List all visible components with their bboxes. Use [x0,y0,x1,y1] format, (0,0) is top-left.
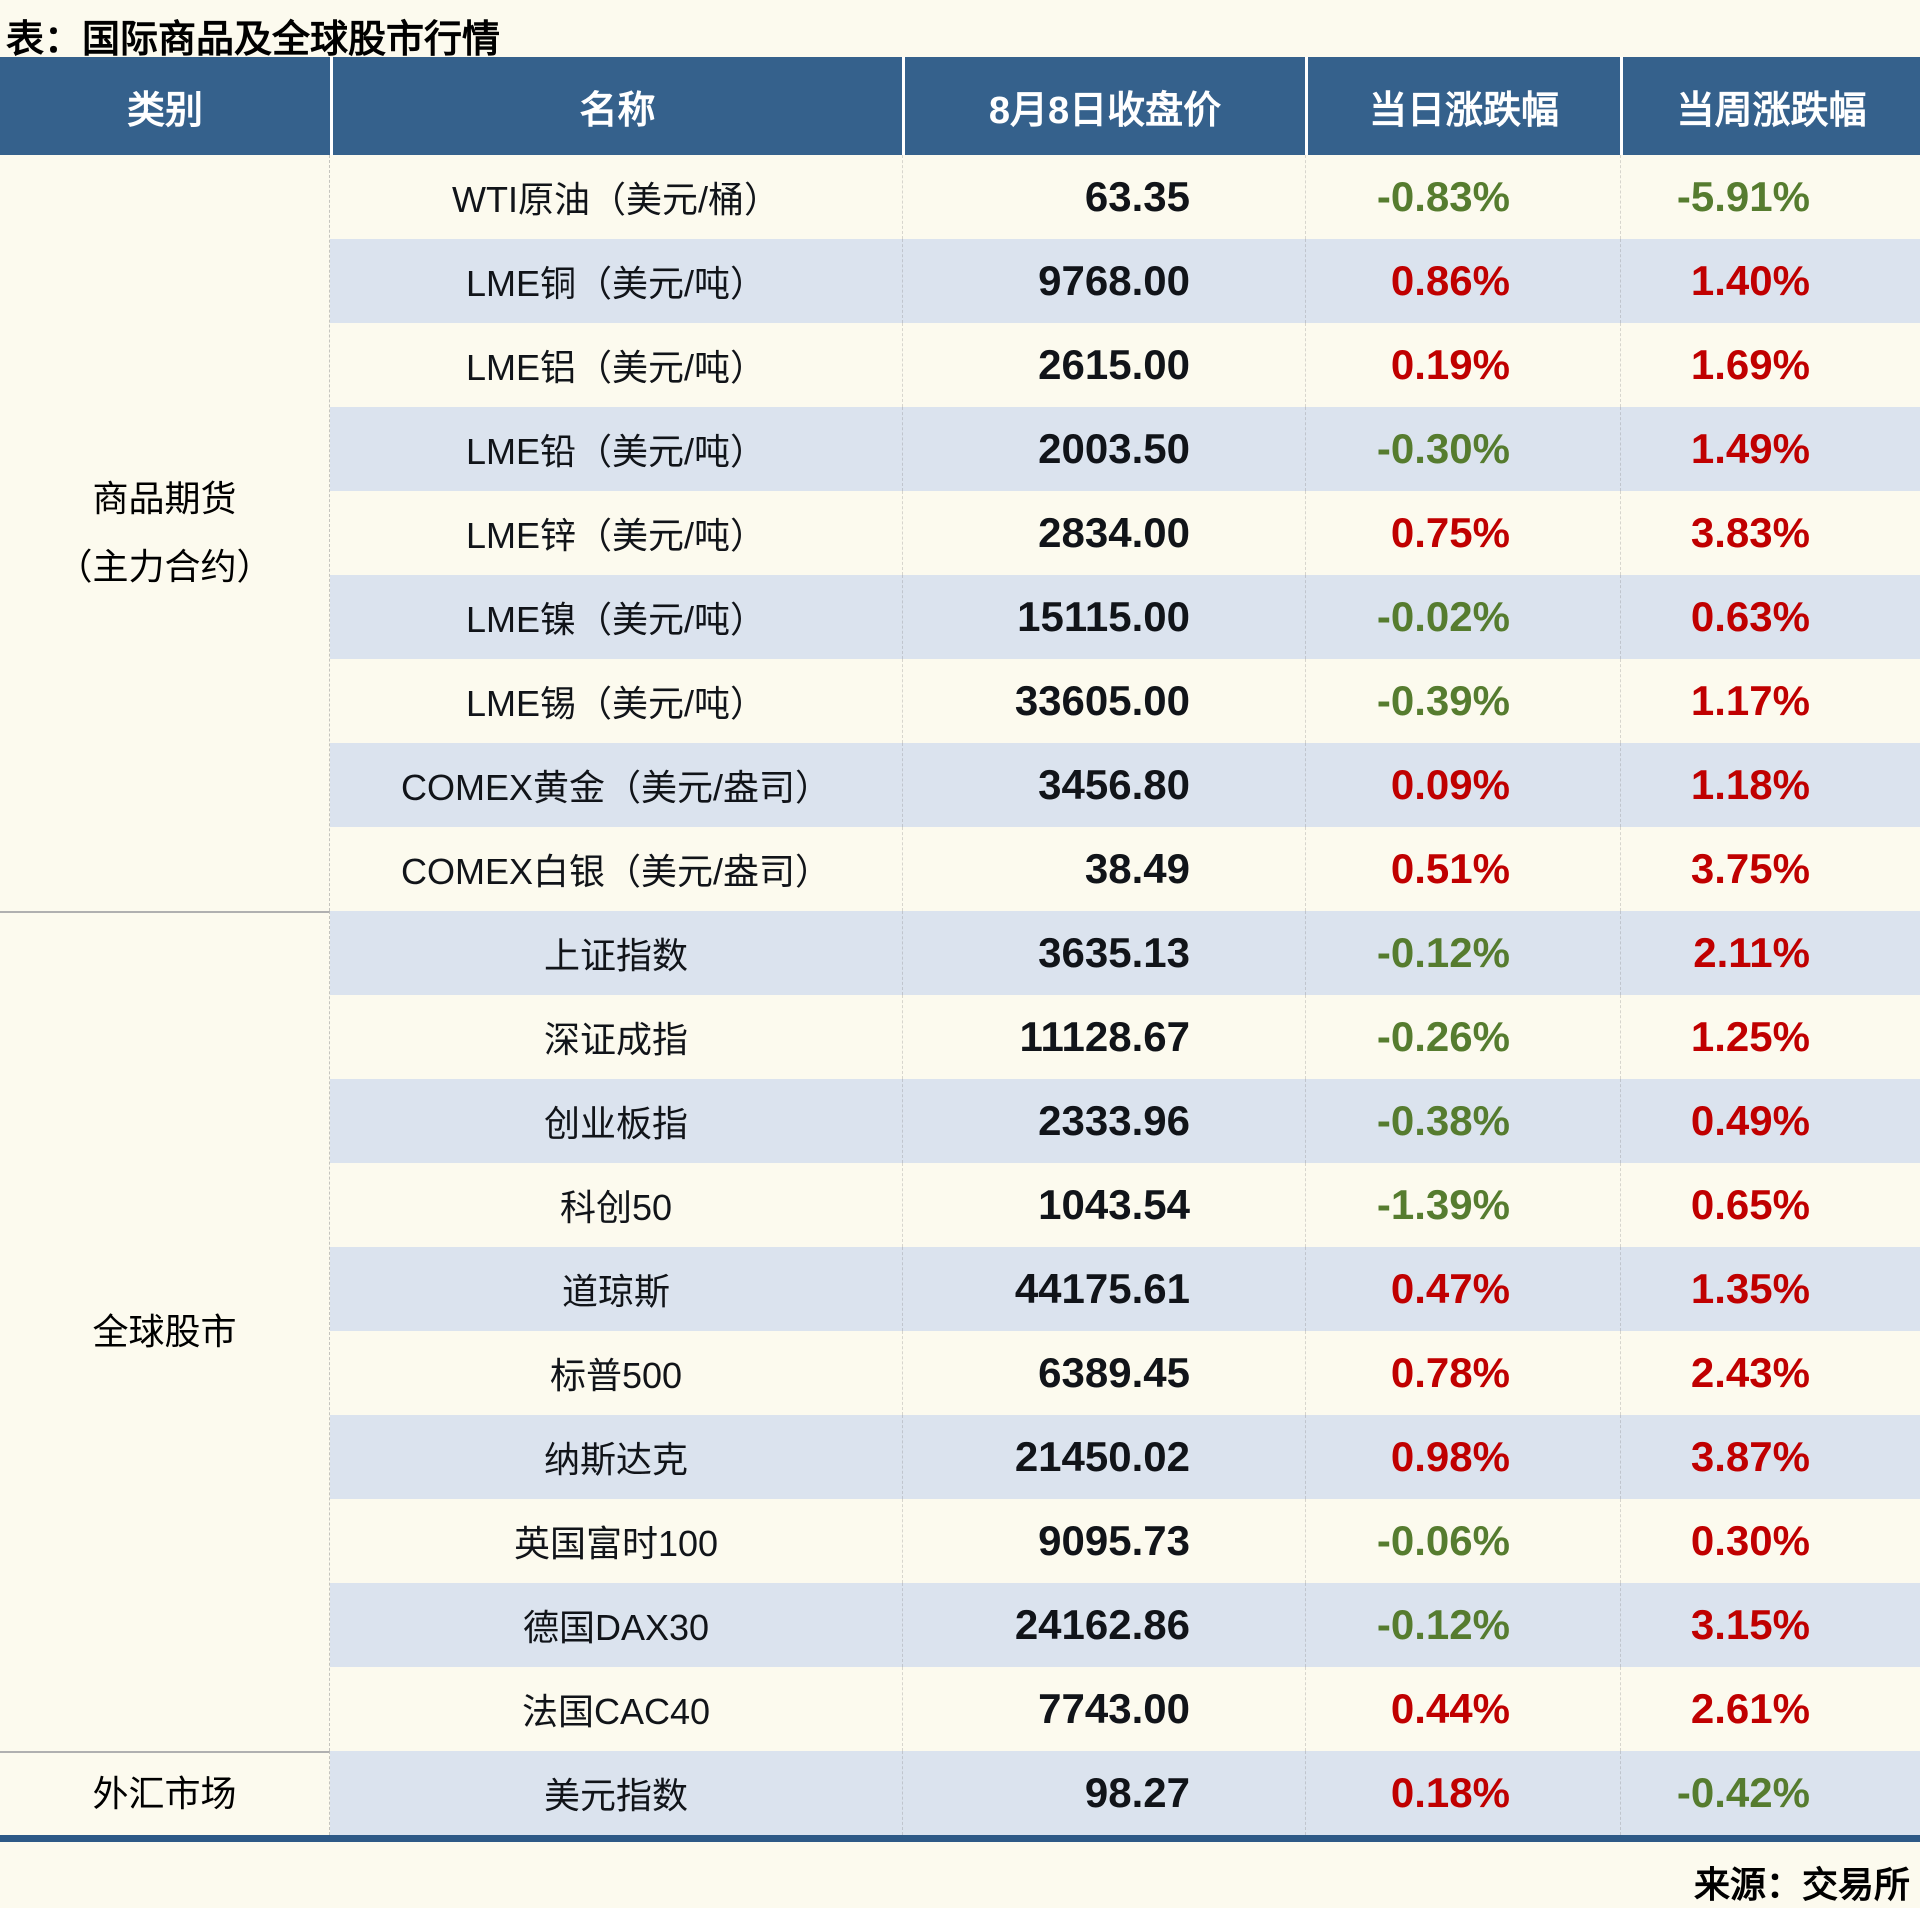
day-change-cell: 0.51% [1305,827,1620,911]
week-change-cell: 0.65% [1620,1163,1920,1247]
name-cell: LME铜（美元/吨） [330,239,902,323]
name-cell: 德国DAX30 [330,1583,902,1667]
name-cell: 科创50 [559,1187,673,1228]
name-cell: LME锡（美元/吨） [465,683,767,724]
week-change-cell: 3.83% [1620,491,1920,575]
week-change-cell: 3.87% [1620,1415,1920,1499]
week-change-cell: 1.17% [1620,659,1920,743]
week-change-cell: 1.40% [1620,239,1920,323]
day-change-cell: 0.19% [1305,323,1620,407]
day-change-cell: -0.26% [1305,995,1620,1079]
name-cell: LME锌（美元/吨） [465,515,767,556]
category-cell: 外汇市场 [0,1751,330,1835]
name-cell: WTI原油（美元/桶） [452,179,780,220]
week-change-cell: 0.63% [1620,575,1920,659]
close-price-cell: 1043.54 [902,1163,1305,1247]
name-cell: 英国富时100 [513,1523,719,1564]
close-price-cell: 63.35 [902,155,1305,239]
close-price-cell: 6389.45 [902,1331,1305,1415]
week-change-cell: 3.75% [1620,827,1920,911]
week-change-cell: 0.30% [1620,1499,1920,1583]
name-cell: 法国CAC40 [521,1691,711,1732]
close-price-cell: 44175.61 [902,1247,1305,1331]
day-change-cell: 0.09% [1305,743,1620,827]
day-change-cell: 0.18% [1305,1751,1620,1835]
day-change-cell: 0.78% [1305,1331,1620,1415]
name-cell: LME铅（美元/吨） [330,407,902,491]
category-cell: 全球股市 [0,911,330,1751]
name-cell: 深证成指 [543,1019,688,1060]
close-price-cell: 2003.50 [902,407,1305,491]
day-change-cell: -0.38% [1305,1079,1620,1163]
name-cell: 纳斯达克 [330,1415,902,1499]
week-change-cell: 1.69% [1620,323,1920,407]
source-note: 来源：交易所 [1693,1864,1910,1905]
day-change-cell: 0.98% [1305,1415,1620,1499]
close-price-cell: 11128.67 [902,995,1305,1079]
day-change-cell: -0.06% [1305,1499,1620,1583]
header-week-change: 当周涨跌幅 [1620,57,1920,155]
close-price-cell: 21450.02 [902,1415,1305,1499]
close-price-cell: 33605.00 [902,659,1305,743]
name-cell: 创业板指 [330,1079,902,1163]
week-change-cell: -0.42% [1620,1751,1920,1835]
close-price-cell: 2333.96 [902,1079,1305,1163]
week-change-cell: 1.35% [1620,1247,1920,1331]
week-change-cell: 0.49% [1620,1079,1920,1163]
week-change-cell: 2.43% [1620,1331,1920,1415]
close-price-cell: 24162.86 [902,1583,1305,1667]
day-change-cell: 0.86% [1305,239,1620,323]
close-price-cell: 7743.00 [902,1667,1305,1751]
header-close-price: 8月8日收盘价 [902,57,1305,155]
day-change-cell: -0.30% [1305,407,1620,491]
day-change-cell: 0.75% [1305,491,1620,575]
name-cell: 道琼斯 [330,1247,902,1331]
close-price-cell: 98.27 [902,1751,1305,1835]
week-change-cell: 1.25% [1620,995,1920,1079]
close-price-cell: 38.49 [902,827,1305,911]
day-change-cell: -0.39% [1305,659,1620,743]
close-price-cell: 2834.00 [902,491,1305,575]
name-cell: 上证指数 [330,911,902,995]
close-price-cell: 9095.73 [902,1499,1305,1583]
day-change-cell: 0.44% [1305,1667,1620,1751]
header-day-change: 当日涨跌幅 [1305,57,1620,155]
name-cell: 标普500 [549,1355,683,1396]
table-caption: 表：国际商品及全球股市行情 [6,19,501,61]
day-change-cell: -1.39% [1305,1163,1620,1247]
day-change-cell: -0.83% [1305,155,1620,239]
day-change-cell: 0.47% [1305,1247,1620,1331]
header-name: 名称 [330,57,902,155]
header-category: 类别 [0,57,330,155]
day-change-cell: -0.12% [1305,911,1620,995]
category-cell: 商品期货 （主力合约） [0,155,330,911]
week-change-cell: 2.11% [1620,911,1920,995]
name-cell: COMEX白银（美元/盎司） [400,851,831,892]
close-price-cell: 3635.13 [902,911,1305,995]
day-change-cell: -0.12% [1305,1583,1620,1667]
close-price-cell: 9768.00 [902,239,1305,323]
close-price-cell: 3456.80 [902,743,1305,827]
close-price-cell: 2615.00 [902,323,1305,407]
name-cell: LME镍（美元/吨） [330,575,902,659]
day-change-cell: -0.02% [1305,575,1620,659]
week-change-cell: 1.49% [1620,407,1920,491]
week-change-cell: 2.61% [1620,1667,1920,1751]
week-change-cell: 3.15% [1620,1583,1920,1667]
name-cell: LME铝（美元/吨） [465,347,767,388]
week-change-cell: 1.18% [1620,743,1920,827]
close-price-cell: 15115.00 [902,575,1305,659]
name-cell: 美元指数 [330,1751,902,1835]
week-change-cell: -5.91% [1620,155,1920,239]
name-cell: COMEX黄金（美元/盎司） [330,743,902,827]
market-table: 类别 名称 8月8日收盘价 当日涨跌幅 当周涨跌幅 商品期货 （主力合约） WTI… [0,57,1920,1842]
